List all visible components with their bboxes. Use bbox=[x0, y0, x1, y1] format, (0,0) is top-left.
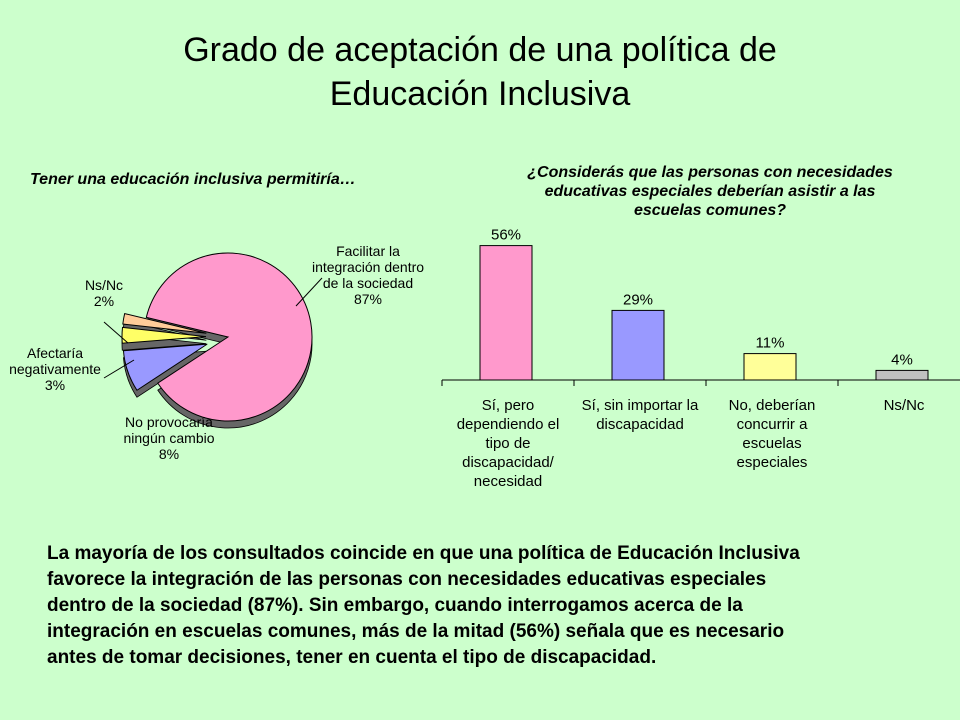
pie-slice-2 bbox=[121, 326, 207, 344]
pie-chart-title: Tener una educación inclusiva permitiría… bbox=[30, 171, 356, 188]
pie-label-1-line: 8% bbox=[159, 446, 179, 462]
bar-category-label-2-line: concurrir a bbox=[737, 416, 809, 433]
pie-label-0-line: de la sociedad bbox=[323, 275, 413, 291]
pie-slice-3 bbox=[122, 313, 207, 334]
pie-label-3: Ns/Nc 2% bbox=[85, 277, 123, 309]
pie-leader-line-3 bbox=[103, 321, 129, 344]
pie-label-3-line: Ns/Nc bbox=[85, 277, 123, 293]
slide-title: Grado de aceptación de una política de E… bbox=[80, 28, 880, 116]
pie-slice-0 bbox=[145, 252, 313, 422]
bar-value-label-2: 11% bbox=[756, 335, 785, 352]
bar-category-label-1-line: Sí, sin importar la bbox=[582, 397, 699, 414]
bar-value-label-1: 29% bbox=[623, 291, 653, 308]
summary-line-3: dentro de la sociedad (87%). Sin embargo… bbox=[47, 595, 743, 616]
bar-0 bbox=[479, 245, 533, 381]
pie-label-1-line: ningún cambio bbox=[123, 430, 214, 446]
bar-category-label-2: No, deberían concurrir a escuelas especiale… bbox=[729, 397, 816, 471]
bar-value-label-0: 56% bbox=[491, 227, 521, 244]
bar-chart-title-line-3: escuelas comunes? bbox=[633, 202, 787, 219]
summary-line-4: integración en escuelas comunes, más de … bbox=[47, 621, 785, 642]
summary-line-2: favorece la integración de las personas … bbox=[47, 569, 767, 590]
pie-label-3-line: 2% bbox=[94, 293, 114, 309]
pie-label-2-line: 3% bbox=[45, 377, 65, 393]
bar-category-label-2-line: escuelas bbox=[742, 435, 801, 452]
slide-title-line-1: Grado de aceptación de una política de bbox=[183, 31, 777, 69]
pie-label-0: Facilitar la integración dentro de la soci… bbox=[312, 243, 424, 307]
bar-2 bbox=[743, 353, 797, 381]
pie-leader-line-0 bbox=[295, 277, 323, 307]
bar-category-label-3: Ns/Nc bbox=[884, 397, 925, 414]
bar-category-label-1-line: discapacidad bbox=[596, 416, 684, 433]
pie-label-0-line: 87% bbox=[354, 291, 382, 307]
pie-label-2-line: negativamente bbox=[9, 361, 101, 377]
pie-slice-1 bbox=[122, 343, 208, 391]
pie-label-0-line: integración dentro bbox=[312, 259, 424, 275]
bar-category-label-0-line: discapacidad/ bbox=[462, 454, 555, 471]
summary-line-5: antes de tomar decisiones, tener en cuen… bbox=[47, 647, 657, 668]
bar-category-label-0-line: tipo de bbox=[485, 435, 530, 452]
bar-chart-title-line-2: educativas especiales deberían asistir a… bbox=[544, 183, 876, 200]
pie-leader-line-2 bbox=[103, 359, 135, 379]
bar-category-label-0-line: necesidad bbox=[474, 473, 542, 490]
pie-label-2: Afectaría negativamente 3% bbox=[9, 345, 101, 393]
pie-label-1: No provocaría ningún cambio 8% bbox=[123, 414, 214, 462]
bar-category-label-0-line: dependiendo el bbox=[457, 416, 560, 433]
slide-title-line-2: Educación Inclusiva bbox=[329, 75, 631, 113]
bar-category-label-0: Sí, pero dependiendo el tipo de discapacida… bbox=[457, 397, 560, 490]
bar-chart-title: ¿Considerás que las personas con necesid… bbox=[470, 163, 950, 220]
bar-3 bbox=[875, 369, 929, 381]
bar-1 bbox=[611, 309, 665, 381]
pie-label-0-line: Facilitar la bbox=[336, 243, 400, 259]
pie-label-1-line: No provocaría bbox=[125, 414, 213, 430]
bar-category-label-2-line: No, deberían bbox=[729, 397, 816, 414]
summary-line-1: La mayoría de los consultados coincide e… bbox=[47, 543, 800, 564]
bar-category-label-2-line: especiales bbox=[737, 454, 808, 471]
pie-label-2-line: Afectaría bbox=[27, 345, 83, 361]
summary-text: La mayoría de los consultados coincide e… bbox=[47, 541, 947, 671]
bar-category-label-1: Sí, sin importar la discapacidad bbox=[582, 397, 699, 433]
bar-chart-title-line-1: ¿Considerás que las personas con necesid… bbox=[527, 164, 893, 181]
bar-category-label-0-line: Sí, pero bbox=[482, 397, 535, 414]
bar-value-label-3: 4% bbox=[891, 351, 913, 368]
bar-category-label-3-line: Ns/Nc bbox=[884, 397, 925, 414]
